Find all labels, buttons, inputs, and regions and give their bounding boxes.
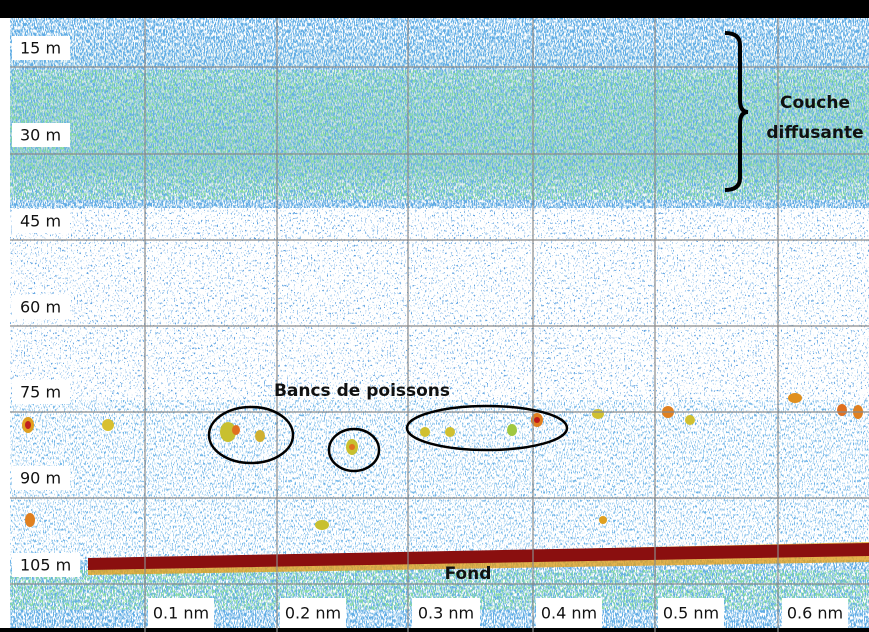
grid <box>10 18 869 632</box>
depth-label: 15 m <box>20 39 61 58</box>
layer-bracket <box>724 31 749 192</box>
distance-labels: 0.1 nm 0.2 nm 0.3 nm 0.4 nm 0.5 nm 0.6 n… <box>148 598 848 628</box>
fish-label: Bancs de poissons <box>274 381 450 401</box>
distance-label: 0.3 nm <box>418 604 474 623</box>
sparse-texture <box>10 200 869 400</box>
school-circles <box>207 404 569 473</box>
layer-label: Couche <box>780 93 850 113</box>
depth-label: 75 m <box>20 383 61 402</box>
layer-texture-green <box>10 70 869 200</box>
depth-label: 90 m <box>20 469 61 488</box>
depth-label: 105 m <box>20 556 71 575</box>
bottom-bar <box>0 628 869 632</box>
fish-band-texture <box>10 400 869 560</box>
depth-label: 60 m <box>20 298 61 317</box>
layer-label: diffusante <box>766 123 863 143</box>
distance-label: 0.6 nm <box>787 604 843 623</box>
depth-label: 30 m <box>20 126 61 145</box>
distance-label: 0.5 nm <box>663 604 719 623</box>
distance-label: 0.4 nm <box>541 604 597 623</box>
fish-schools <box>22 393 863 530</box>
bottom-label: Fond <box>445 564 492 584</box>
distance-label: 0.2 nm <box>285 604 341 623</box>
distance-label: 0.1 nm <box>153 604 209 623</box>
depth-label: 45 m <box>20 212 61 231</box>
depth-labels: 15 m 30 m 45 m 60 m 75 m 90 m 105 m <box>12 36 80 577</box>
top-bar <box>0 0 869 18</box>
seabed <box>88 543 869 570</box>
